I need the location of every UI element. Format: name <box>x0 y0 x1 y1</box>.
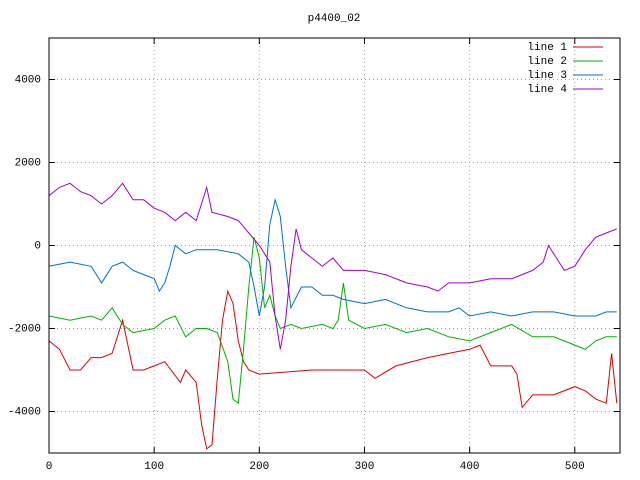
y-tick-label: 0 <box>34 240 41 252</box>
y-tick-label: 2000 <box>15 157 41 169</box>
legend-label: line 2 <box>527 56 567 68</box>
y-tick-label: -2000 <box>8 323 41 335</box>
data-line <box>48 289 618 450</box>
legend-label: line 4 <box>527 84 567 96</box>
x-tick-label: 500 <box>565 461 585 473</box>
y-tick-label: 4000 <box>15 74 41 86</box>
x-tick-label: 200 <box>249 461 269 473</box>
x-tick-label: 0 <box>46 461 53 473</box>
data-line <box>48 197 617 317</box>
chart-title: p4400_02 <box>308 13 361 25</box>
x-tick-label: 100 <box>144 461 164 473</box>
y-tick-label: -4000 <box>8 406 41 418</box>
x-tick-label: 400 <box>460 461 480 473</box>
data-line <box>48 182 617 350</box>
x-tick-label: 300 <box>355 461 375 473</box>
plot-border <box>48 37 621 454</box>
legend-label: line 3 <box>527 70 567 82</box>
legend-label: line 1 <box>527 42 567 54</box>
